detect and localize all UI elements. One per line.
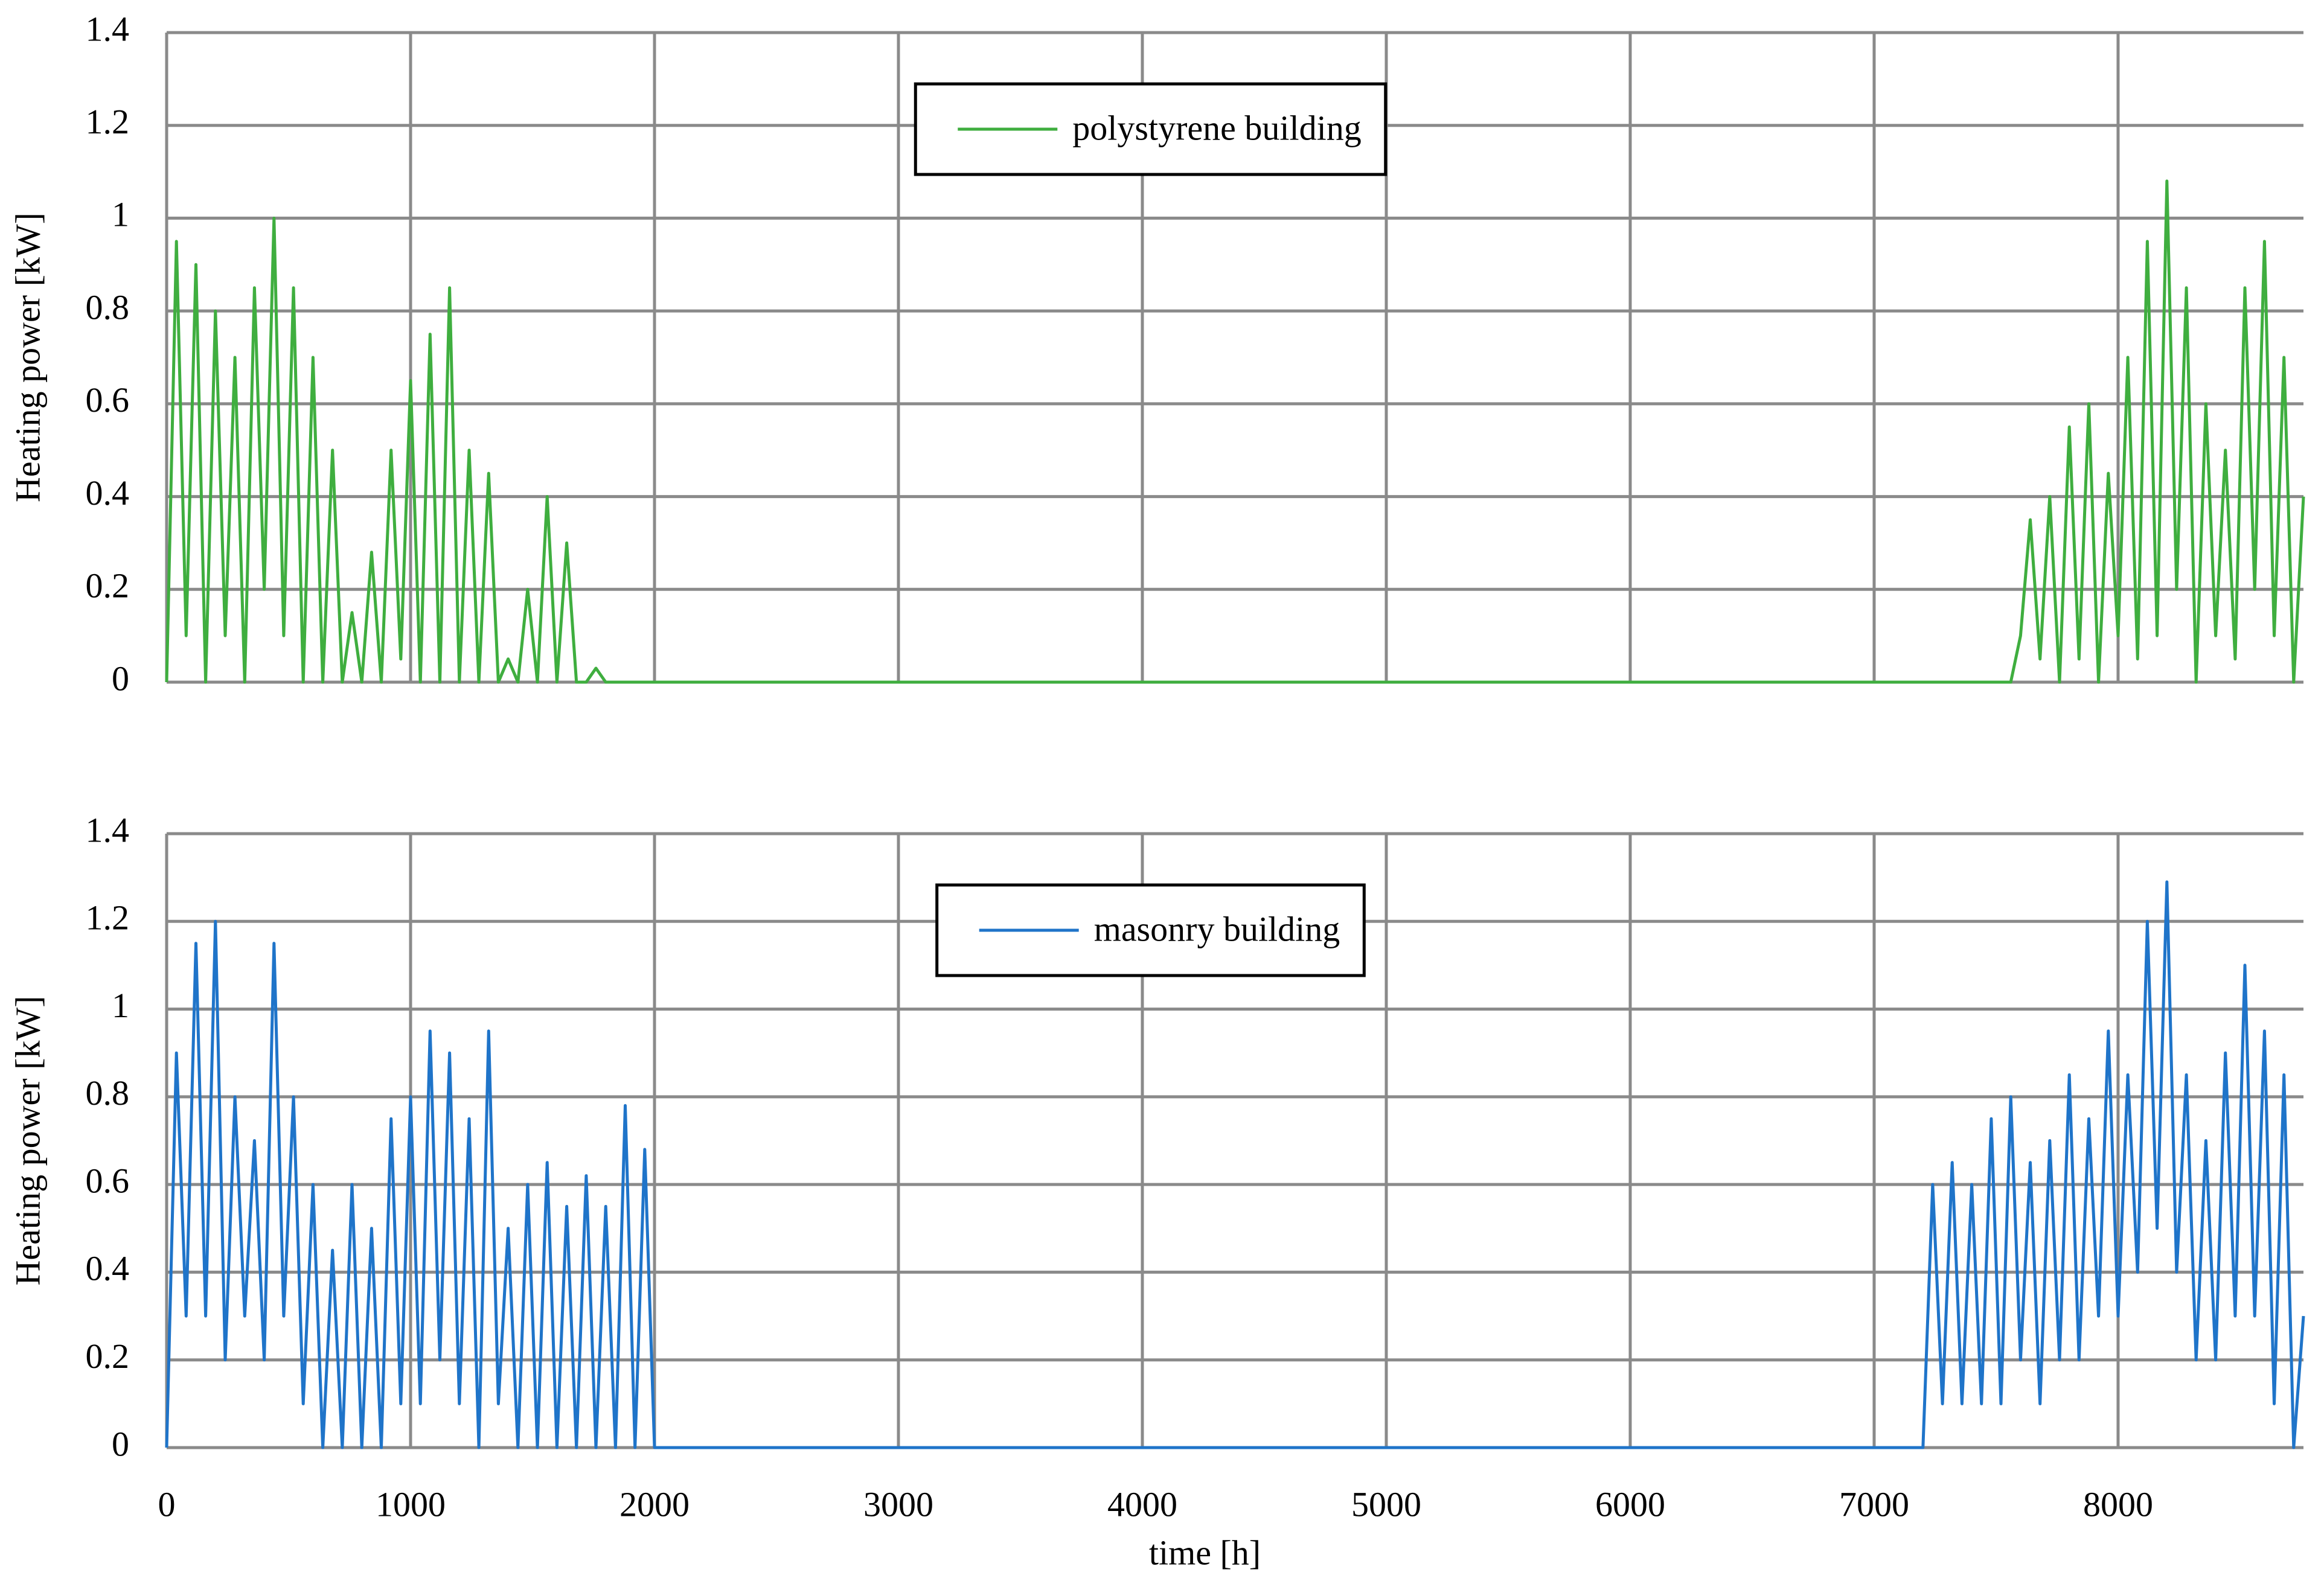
y-tick-label: 0.6 xyxy=(86,1161,130,1200)
y-axis-label: Heating power [kW] xyxy=(8,996,47,1286)
x-tick-label: 4000 xyxy=(1107,1484,1177,1524)
y-tick-label: 0.2 xyxy=(86,1337,130,1376)
x-tick-label: 0 xyxy=(158,1484,176,1524)
x-tick-label: 6000 xyxy=(1595,1484,1665,1524)
x-tick-label: 5000 xyxy=(1351,1484,1421,1524)
y-tick-label: 1.4 xyxy=(86,9,130,48)
x-tick-label: 7000 xyxy=(1839,1484,1909,1524)
y-tick-label: 0 xyxy=(112,659,129,698)
x-tick-label: 1000 xyxy=(376,1484,446,1524)
y-tick-label: 0.4 xyxy=(86,1249,130,1288)
y-tick-label: 0.6 xyxy=(86,380,130,420)
y-tick-label: 0.2 xyxy=(86,566,130,605)
y-tick-label: 1.4 xyxy=(86,810,130,849)
y-tick-label: 1.2 xyxy=(86,898,130,938)
y-tick-label: 1.2 xyxy=(86,102,130,141)
y-tick-label: 0.8 xyxy=(86,287,130,327)
y-tick-label: 1 xyxy=(112,986,129,1025)
legend-label: masonry building xyxy=(1094,909,1340,948)
y-tick-label: 0 xyxy=(112,1424,129,1463)
x-axis-label: time [h] xyxy=(1149,1533,1261,1572)
x-tick-label: 3000 xyxy=(863,1484,933,1524)
y-tick-label: 0.4 xyxy=(86,473,130,513)
legend-label: polystyrene building xyxy=(1072,108,1361,147)
data-line xyxy=(165,880,2305,1449)
y-tick-label: 0.8 xyxy=(86,1073,130,1113)
y-axis-label: Heating power [kW] xyxy=(8,212,47,502)
x-tick-label: 2000 xyxy=(619,1484,690,1524)
y-tick-label: 1 xyxy=(112,195,129,234)
x-tick-label: 8000 xyxy=(2083,1484,2153,1524)
data-line xyxy=(165,179,2305,684)
